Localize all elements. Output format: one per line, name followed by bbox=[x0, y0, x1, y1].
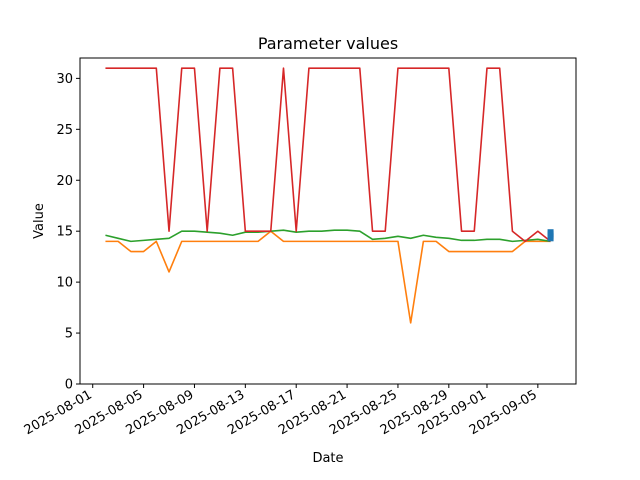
y-tick-label: 0 bbox=[65, 378, 73, 393]
series-line-2 bbox=[105, 229, 551, 243]
y-tick-label: 20 bbox=[56, 174, 73, 189]
series-group bbox=[105, 67, 552, 324]
y-tick-label: 25 bbox=[56, 123, 73, 138]
axis-ticks: 0510152025302025-08-012025-08-052025-08-… bbox=[22, 72, 540, 438]
chart-title: Parameter values bbox=[258, 34, 398, 53]
x-axis-label: Date bbox=[312, 451, 343, 466]
y-tick-label: 15 bbox=[56, 225, 73, 240]
plot-frame bbox=[79, 57, 577, 385]
y-axis-label: Value bbox=[32, 203, 47, 239]
y-tick-label: 5 bbox=[65, 327, 73, 342]
data-marker bbox=[547, 229, 554, 236]
y-tick-label: 10 bbox=[56, 276, 73, 291]
series-line-3 bbox=[105, 67, 552, 243]
y-tick-label: 30 bbox=[56, 72, 73, 87]
series-line-1 bbox=[105, 230, 551, 324]
marker-group bbox=[547, 229, 554, 242]
